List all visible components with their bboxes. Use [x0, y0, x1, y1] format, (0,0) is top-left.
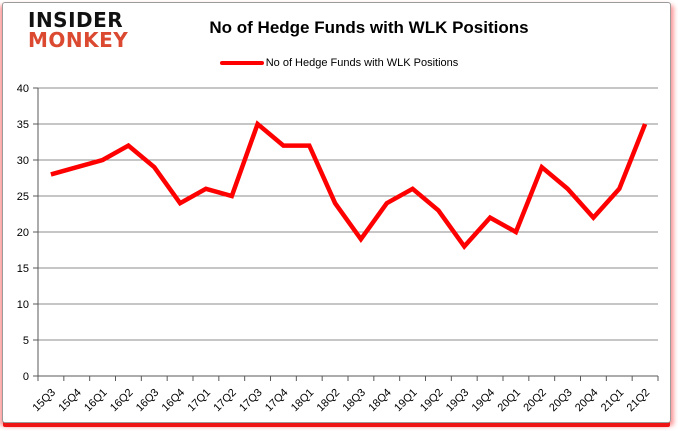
x-axis-label: 16Q4	[160, 387, 188, 415]
x-axis-label: 18Q4	[366, 387, 394, 415]
y-axis-label: 20	[17, 227, 29, 239]
x-axis-label: 16Q2	[108, 387, 136, 415]
x-axis-label: 17Q4	[263, 387, 291, 415]
y-axis-label: 15	[17, 263, 29, 275]
y-axis-label: 10	[17, 299, 29, 311]
x-axis-label: 18Q1	[289, 387, 317, 415]
x-axis-label: 18Q2	[315, 387, 343, 415]
y-axis-label: 25	[17, 191, 29, 203]
x-axis-label: 20Q1	[496, 387, 524, 415]
chart-title: No of Hedge Funds with WLK Positions	[209, 18, 529, 37]
logo-line-monkey: MONKEY	[28, 27, 129, 52]
x-axis-label: 20Q3	[547, 387, 575, 415]
hedge-funds-line-series	[50, 120, 648, 250]
x-axis-label: 19Q3	[444, 387, 472, 415]
x-axis-label: 15Q3	[31, 387, 59, 415]
x-axis-label: 20Q4	[573, 387, 601, 415]
x-axis-label: 21Q2	[625, 387, 653, 415]
x-axis-label: 15Q4	[56, 387, 84, 415]
y-axis-label: 40	[17, 83, 29, 95]
logo-line-insider: INSIDER	[28, 8, 124, 32]
x-axis-label: 16Q3	[134, 387, 162, 415]
legend-line-swatch	[219, 61, 264, 65]
x-axis-label: 20Q2	[521, 387, 549, 415]
y-axis-label: 5	[23, 335, 29, 347]
x-axis-label: 19Q4	[470, 387, 498, 415]
x-axis-label: 19Q1	[392, 387, 420, 415]
x-axis-label: 16Q1	[82, 387, 110, 415]
y-axis-label: 35	[17, 119, 29, 131]
insider-monkey-logo: INSIDER MONKEY	[28, 8, 129, 52]
chart-frame	[2, 2, 671, 423]
legend-label: No of Hedge Funds with WLK Positions	[265, 57, 459, 69]
y-axis-label: 30	[17, 155, 29, 167]
x-axis-label: 19Q2	[418, 387, 446, 415]
x-axis-label: 18Q3	[341, 387, 369, 415]
x-axis-label: 17Q3	[237, 387, 265, 415]
x-axis-label: 21Q1	[599, 387, 627, 415]
y-axis-label: 0	[23, 371, 29, 383]
x-axis-label: 17Q1	[186, 387, 214, 415]
x-axis-label: 17Q2	[211, 387, 239, 415]
chart-legend: No of Hedge Funds with WLK Positions	[0, 57, 678, 69]
